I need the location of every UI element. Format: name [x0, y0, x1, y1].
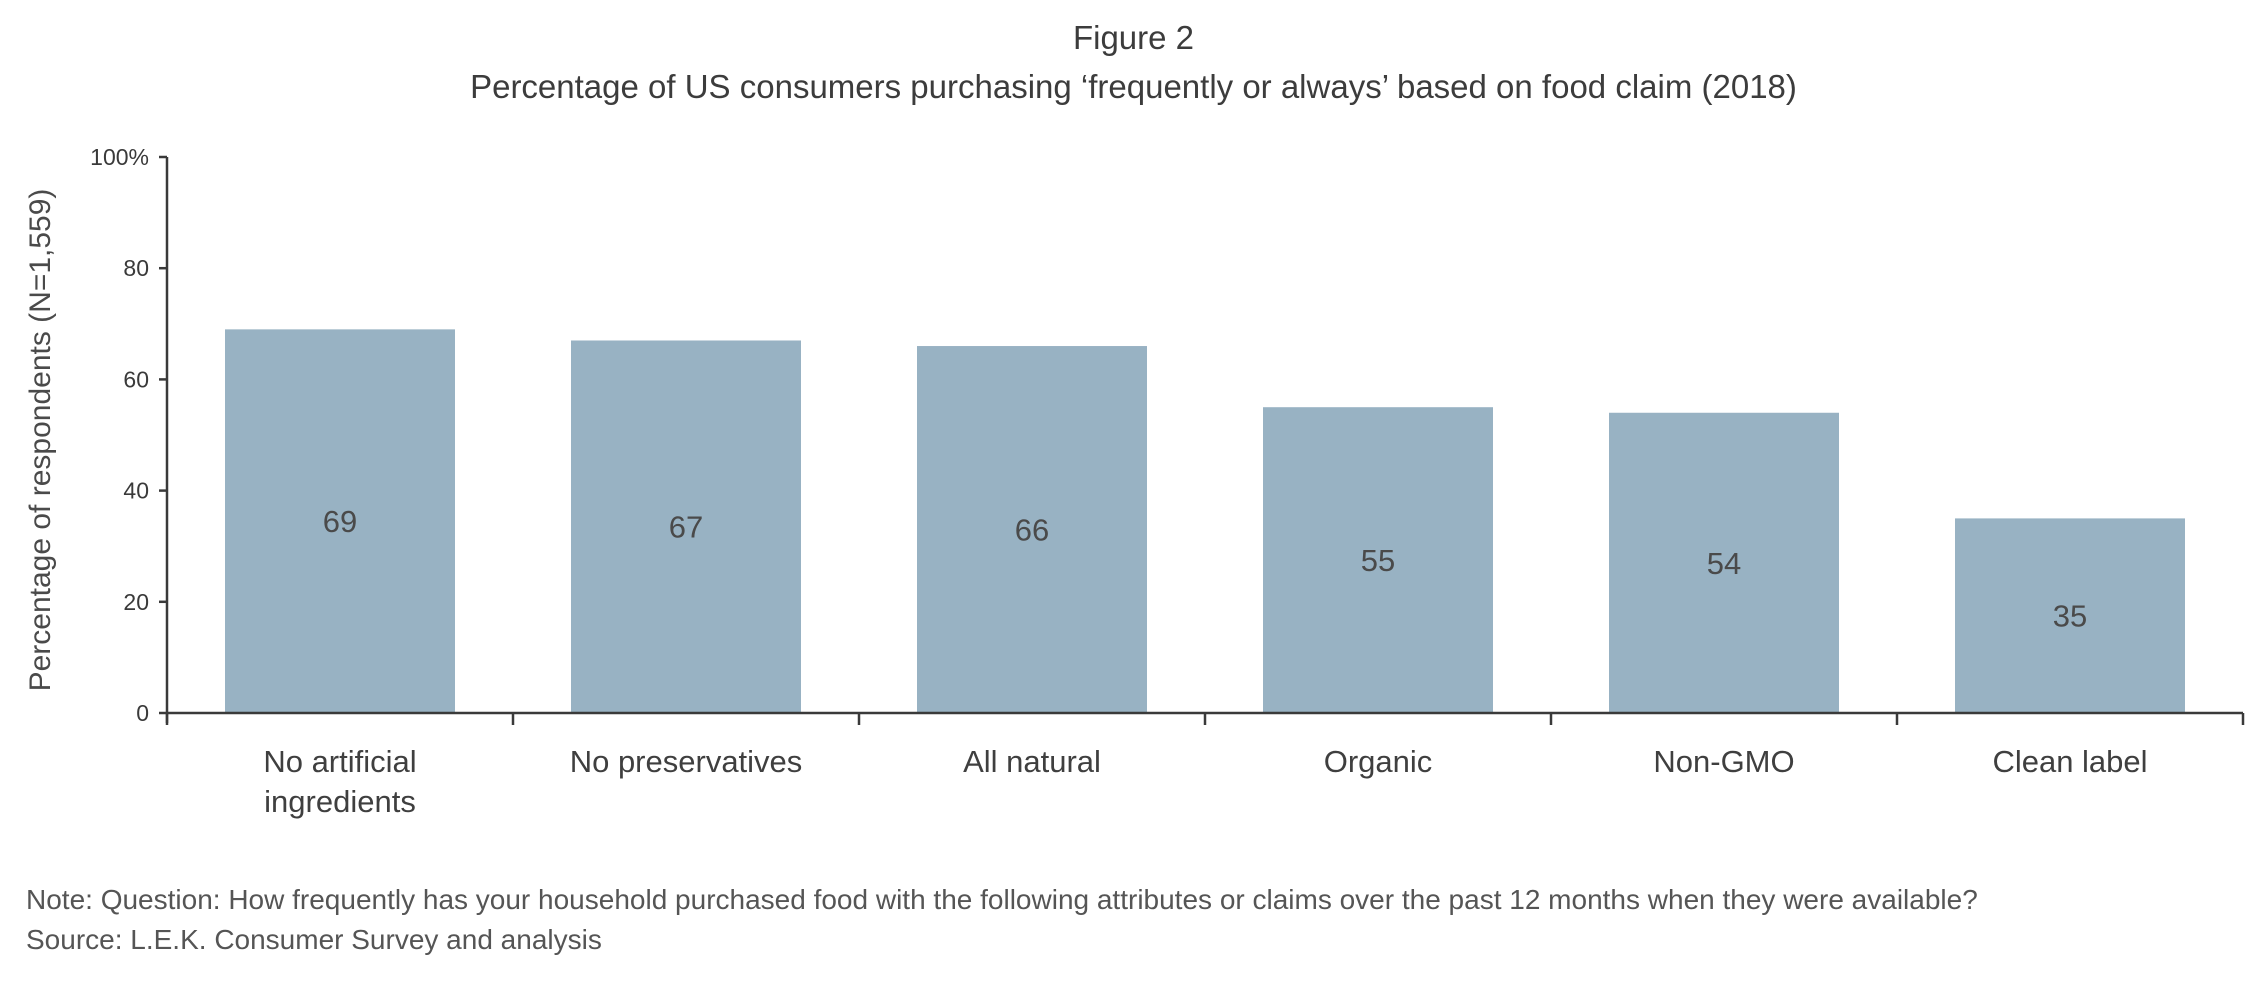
- y-tick-label: 0: [136, 700, 149, 726]
- figure-label: Figure 2: [1072, 19, 1195, 56]
- y-axis-label-group: Percentage of respondents (N=1,559): [24, 189, 57, 692]
- axes: [165, 157, 2243, 723]
- x-ticks: [165, 713, 2245, 725]
- x-tick-label: No artificial ingredients: [263, 744, 416, 819]
- note-question: Note: Question: How frequently has your …: [26, 884, 1978, 915]
- bar-data-label: 67: [669, 510, 703, 545]
- bar: [225, 329, 455, 713]
- bar: [1263, 407, 1493, 713]
- x-tick-label: All natural: [963, 744, 1101, 779]
- x-labels: No artificial ingredients No preservatives…: [263, 744, 2147, 819]
- y-tick-label: 60: [123, 366, 149, 392]
- bar-data-label: 35: [2053, 599, 2087, 634]
- x-tick-label: Organic: [1324, 744, 1433, 779]
- y-tick-label: 100%: [90, 144, 149, 170]
- y-tick-label: 80: [123, 255, 149, 281]
- bar-data-label: 69: [323, 504, 357, 539]
- y-tick-label: 20: [123, 589, 149, 615]
- bar: [571, 340, 801, 713]
- bar-data-label: 55: [1361, 543, 1395, 578]
- bar: [1955, 518, 2185, 713]
- bar-labels: 69 67 66 55 54 35: [323, 504, 2087, 634]
- notes: Note: Question: How frequently has your …: [26, 880, 1978, 960]
- y-tick-label: 40: [123, 478, 149, 504]
- x-tick-label: No preservatives: [570, 744, 803, 779]
- x-tick-label: Clean label: [1992, 744, 2147, 779]
- bars: [225, 329, 2185, 713]
- chart-title: Percentage of US consumers purchasing ‘f…: [470, 68, 1797, 105]
- y-ticks: 0 20 40 60 80 100%: [90, 144, 167, 726]
- x-tick-label: Non-GMO: [1653, 744, 1794, 779]
- bar-chart: Percentage of respondents (N=1,559) 69 67…: [24, 144, 2245, 819]
- title-block: Figure 2 Percentage of US consumers purc…: [0, 14, 2267, 112]
- bar-data-label: 54: [1707, 546, 1741, 581]
- note-source: Source: L.E.K. Consumer Survey and analy…: [26, 924, 602, 955]
- bar-data-label: 66: [1015, 513, 1049, 548]
- bar: [917, 346, 1147, 713]
- bar: [1609, 412, 1839, 713]
- y-axis-label: Percentage of respondents (N=1,559): [24, 189, 57, 692]
